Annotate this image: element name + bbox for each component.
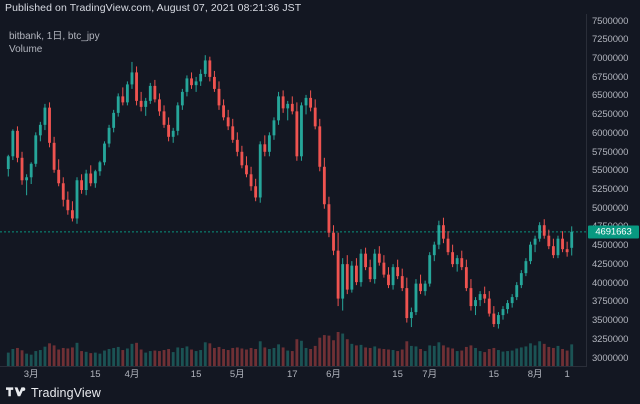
price-axis-tick: 4000000	[592, 277, 629, 289]
price-axis-tick: 5750000	[592, 146, 629, 158]
tradingview-logo[interactable]: TradingView	[6, 386, 101, 400]
price-axis-tick: 3000000	[592, 352, 629, 364]
time-axis-tick: 1	[564, 369, 570, 380]
price-axis-tick: 3250000	[592, 333, 629, 345]
current-price-badge: 4691663	[588, 225, 639, 239]
price-axis-tick: 3750000	[592, 296, 629, 308]
price-axis-tick: 7000000	[592, 52, 629, 64]
time-axis-tick: 3月	[23, 369, 39, 380]
time-axis-tick: 6月	[326, 369, 341, 380]
time-axis-tick: 15	[90, 369, 101, 380]
price-axis-tick: 7500000	[592, 15, 629, 27]
time-axis-tick: 7月	[422, 369, 438, 380]
time-axis[interactable]: 3月 15 4月 15 5月 17 6月 15 7月 15 8月 1	[0, 367, 586, 383]
price-axis-tick: 5500000	[592, 165, 629, 177]
price-axis-tick: 4250000	[592, 258, 629, 270]
price-axis-tick: 6500000	[592, 90, 629, 102]
price-axis-tick: 5000000	[592, 202, 629, 214]
time-axis-tick: 15	[488, 369, 500, 380]
price-axis-tick: 4500000	[592, 240, 629, 252]
price-axis[interactable]: 7500000 7250000 7000000 6750000 6500000 62500…	[587, 14, 640, 366]
time-axis-tick: 4月	[124, 369, 140, 380]
tradingview-logo-icon	[6, 386, 26, 396]
candlestick-plot	[0, 55, 586, 366]
footer-bar: TradingView	[0, 382, 640, 404]
price-axis-tick: 6000000	[592, 127, 629, 139]
price-axis-tick: 5250000	[592, 184, 629, 195]
time-axis-tick: 5月	[229, 369, 245, 380]
time-axis-tick: 17	[287, 369, 298, 380]
price-axis-tick: 6750000	[592, 71, 629, 83]
published-line: Published on TradingView.com, August 07,…	[5, 2, 302, 14]
chart-frame: bitbank, 1日, btc_jpy Volume 7500000 72500…	[0, 14, 640, 383]
time-axis-tick: 15	[190, 369, 202, 380]
time-axis-tick: 15	[392, 369, 403, 380]
price-axis-tick: 3500000	[592, 315, 629, 327]
price-pane[interactable]: bitbank, 1日, btc_jpy Volume	[0, 14, 587, 367]
price-axis-tick: 7250000	[592, 34, 629, 46]
tradingview-logo-text: TradingView	[31, 386, 101, 400]
time-axis-tick: 8月	[527, 369, 543, 380]
price-axis-tick: 6250000	[592, 109, 629, 121]
